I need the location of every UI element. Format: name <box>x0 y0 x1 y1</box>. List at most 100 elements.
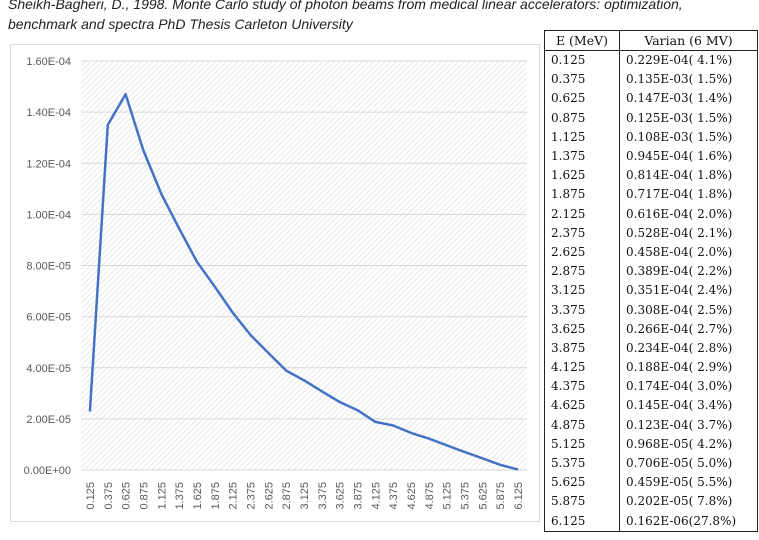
energy-cell: 4.375 <box>544 377 620 397</box>
x-tick-label: 5.875 <box>495 482 507 510</box>
energy-cell: 2.625 <box>544 242 620 263</box>
line-chart: 0.00E+00 2.00E-05 4.00E-05 6.00E-05 8.00E-05… <box>24 56 527 510</box>
table-row: 5.125 0.968E-05( 4.2%) <box>544 434 758 454</box>
table-row: 5.625 0.459E-05( 5.5%) <box>544 473 758 493</box>
energy-cell: 4.875 <box>544 415 620 435</box>
energy-cell: 3.875 <box>544 338 620 358</box>
varian-cell: 0.188E-04( 2.9%) <box>619 358 758 378</box>
varian-cell: 0.945E-04( 1.6%) <box>619 146 758 167</box>
table-row: 1.625 0.814E-04( 1.8%) <box>544 166 758 186</box>
x-tick-label: 1.625 <box>192 482 204 510</box>
energy-cell: 5.375 <box>544 453 620 474</box>
table-row: 1.125 0.108E-03( 1.5%) <box>544 127 758 147</box>
y-tick-label: 1.40E-04 <box>26 107 71 119</box>
varian-cell: 0.125E-03( 1.5%) <box>619 108 758 128</box>
y-tick-label: 1.00E-04 <box>26 209 71 221</box>
energy-cell: 6.125 <box>544 511 620 532</box>
table-row: 4.875 0.123E-04( 3.7%) <box>544 415 758 435</box>
energy-cell: 5.625 <box>544 473 620 493</box>
energy-cell: 0.875 <box>544 108 620 128</box>
table-row: 4.125 0.188E-04( 2.9%) <box>544 358 758 378</box>
table-body: 0.125 0.229E-04( 4.1%) 0.375 0.135E-03( 1.5… <box>544 50 758 532</box>
x-tick-label: 5.375 <box>460 482 472 510</box>
x-tick-label: 5.625 <box>477 482 489 510</box>
table-row: 3.375 0.308E-04( 2.5%) <box>544 300 758 320</box>
header-energy: E (MeV) <box>544 30 620 51</box>
energy-cell: 0.125 <box>544 50 620 71</box>
energy-cell: 0.625 <box>544 89 620 109</box>
x-tick-label: 3.125 <box>299 482 311 510</box>
varian-cell: 0.145E-04( 3.4%) <box>619 396 758 416</box>
table-row: 0.875 0.125E-03( 1.5%) <box>544 108 758 128</box>
y-tick-label: 1.20E-04 <box>26 158 71 170</box>
series-line <box>88 92 519 471</box>
varian-cell: 0.234E-04( 2.8%) <box>619 338 758 358</box>
caption-line-2: benchmark and spectra PhD Thesis Carleto… <box>8 16 353 32</box>
varian-cell: 0.147E-03( 1.4%) <box>619 89 758 109</box>
energy-cell: 3.375 <box>544 300 620 320</box>
x-tick-label: 2.625 <box>263 482 275 510</box>
energy-cell: 4.125 <box>544 358 620 378</box>
varian-cell: 0.162E-06(27.8%) <box>619 511 758 532</box>
varian-cell: 0.229E-04( 4.1%) <box>619 50 758 71</box>
x-tick-label: 0.375 <box>103 482 115 510</box>
table-row: 0.375 0.135E-03( 1.5%) <box>544 70 758 90</box>
energy-cell: 1.375 <box>544 146 620 167</box>
x-tick-label: 1.375 <box>174 482 186 510</box>
y-tick-label: 6.00E-05 <box>26 312 71 324</box>
energy-cell: 1.125 <box>544 127 620 147</box>
varian-cell: 0.616E-04( 2.0%) <box>619 204 758 224</box>
table-row: 3.875 0.234E-04( 2.8%) <box>544 338 758 358</box>
y-tick-label: 0.00E+00 <box>24 465 71 477</box>
y-tick-label: 1.60E-04 <box>26 56 71 68</box>
energy-cell: 5.125 <box>544 434 620 454</box>
varian-cell: 0.135E-03( 1.5%) <box>619 70 758 90</box>
series-group <box>88 92 519 471</box>
varian-cell: 0.308E-04( 2.5%) <box>619 300 758 320</box>
table-row: 4.625 0.145E-04( 3.4%) <box>544 396 758 416</box>
caption-line-1: Sheikh-Bagheri, D., 1998. Monte Carlo st… <box>8 0 683 12</box>
table-row: 3.125 0.351E-04( 2.4%) <box>544 281 758 301</box>
x-tick-label: 0.875 <box>138 482 150 510</box>
varian-cell: 0.174E-04( 3.0%) <box>619 377 758 397</box>
x-tick-label: 2.375 <box>245 482 257 510</box>
x-tick-label: 2.875 <box>281 482 293 510</box>
x-tick-label: 3.375 <box>317 482 329 510</box>
x-tick-label: 6.125 <box>513 482 525 510</box>
spectrum-table: E (MeV) Varian (6 MV) 0.125 0.229E-04( 4.… <box>544 30 758 532</box>
table-row: 2.875 0.389E-04( 2.2%) <box>544 262 758 282</box>
figure-caption: Sheikh-Bagheri, D., 1998. Monte Carlo st… <box>8 0 683 34</box>
x-tick-label: 3.875 <box>353 482 365 510</box>
energy-cell: 3.125 <box>544 281 620 301</box>
varian-cell: 0.458E-04( 2.0%) <box>619 242 758 263</box>
chart-container: 0.00E+00 2.00E-05 4.00E-05 6.00E-05 8.00E-05… <box>10 44 540 522</box>
table-header-row: E (MeV) Varian (6 MV) <box>544 30 758 51</box>
energy-cell: 2.375 <box>544 223 620 243</box>
varian-cell: 0.351E-04( 2.4%) <box>619 281 758 301</box>
y-tick-label: 8.00E-05 <box>26 261 71 273</box>
varian-cell: 0.459E-05( 5.5%) <box>619 473 758 493</box>
table-row: 5.375 0.706E-05( 5.0%) <box>544 453 758 474</box>
table-row: 0.625 0.147E-03( 1.4%) <box>544 89 758 109</box>
energy-cell: 4.625 <box>544 396 620 416</box>
energy-cell: 3.625 <box>544 319 620 339</box>
spectrum-table-container: E (MeV) Varian (6 MV) 0.125 0.229E-04( 4.… <box>544 30 758 534</box>
varian-cell: 0.706E-05( 5.0%) <box>619 453 758 474</box>
x-tick-label: 0.125 <box>85 482 97 510</box>
x-tick-label: 4.375 <box>388 482 400 510</box>
varian-cell: 0.266E-04( 2.7%) <box>619 319 758 339</box>
energy-cell: 1.625 <box>544 166 620 186</box>
table-row: 2.125 0.616E-04( 2.0%) <box>544 204 758 224</box>
energy-cell: 1.875 <box>544 185 620 205</box>
y-axis-tick-labels: 0.00E+00 2.00E-05 4.00E-05 6.00E-05 8.00E-05… <box>24 56 71 477</box>
varian-cell: 0.389E-04( 2.2%) <box>619 262 758 282</box>
energy-cell: 2.125 <box>544 204 620 224</box>
table-row: 1.375 0.945E-04( 1.6%) <box>544 146 758 167</box>
x-tick-label: 5.125 <box>442 482 454 510</box>
table-row: 0.125 0.229E-04( 4.1%) <box>544 50 758 71</box>
table-row: 4.375 0.174E-04( 3.0%) <box>544 377 758 397</box>
varian-cell: 0.528E-04( 2.1%) <box>619 223 758 243</box>
x-tick-label: 0.625 <box>121 482 133 510</box>
energy-cell: 5.875 <box>544 492 620 512</box>
y-tick-label: 2.00E-05 <box>26 414 71 426</box>
